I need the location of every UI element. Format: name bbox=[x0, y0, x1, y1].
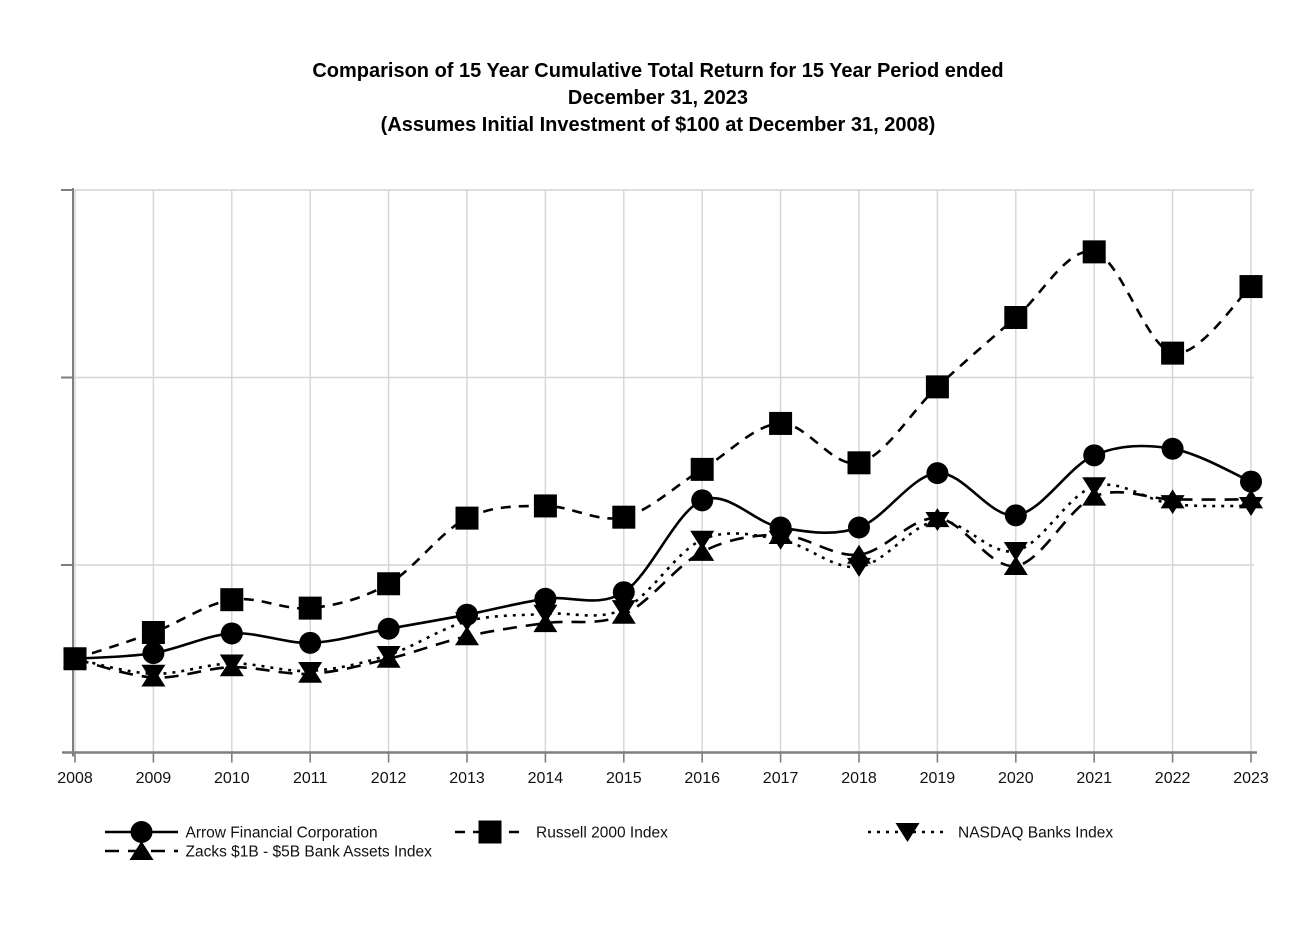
data-point-marker bbox=[1160, 489, 1185, 509]
legend-label: Zacks $1B - $5B Bank Assets Index bbox=[186, 844, 433, 861]
data-point-marker bbox=[130, 821, 153, 843]
x-axis-label: 2023 bbox=[1233, 770, 1269, 787]
x-axis-label: 2016 bbox=[684, 770, 720, 787]
data-point-marker bbox=[926, 462, 949, 485]
data-point-marker bbox=[64, 647, 86, 670]
x-axis-label: 2021 bbox=[1076, 770, 1112, 787]
data-point-marker bbox=[456, 603, 478, 626]
data-point-marker bbox=[478, 820, 502, 844]
data-point-marker bbox=[1003, 541, 1028, 561]
data-point-marker bbox=[1240, 470, 1262, 493]
series-markers-nasdaq-banks bbox=[63, 477, 1263, 684]
x-axis-label: 2013 bbox=[449, 770, 485, 787]
x-axis-label: 2011 bbox=[293, 770, 328, 787]
data-point-marker bbox=[691, 489, 714, 512]
data-point-marker bbox=[1083, 444, 1106, 467]
data-point-marker bbox=[1082, 486, 1107, 506]
x-axis-label: 2019 bbox=[920, 770, 956, 787]
x-axis-label: 2010 bbox=[214, 770, 250, 787]
data-point-marker bbox=[533, 613, 558, 633]
data-point-marker bbox=[141, 621, 165, 644]
data-point-marker bbox=[1004, 504, 1027, 527]
series-nasdaq-banks bbox=[63, 477, 1263, 684]
data-point-marker bbox=[377, 617, 400, 640]
data-point-marker bbox=[298, 596, 322, 620]
series-line-russell-2000 bbox=[74, 250, 1252, 660]
data-point-marker bbox=[219, 657, 244, 677]
data-point-marker bbox=[690, 457, 714, 481]
gridlines bbox=[73, 189, 1254, 753]
data-point-marker bbox=[220, 622, 243, 645]
data-point-marker bbox=[299, 631, 322, 654]
legend-item-arrow-financial: Arrow Financial Corporation bbox=[105, 821, 378, 843]
axes bbox=[61, 188, 1257, 763]
data-point-marker bbox=[1161, 437, 1184, 460]
data-point-marker bbox=[612, 581, 635, 604]
legend-item-russell-2000: Russell 2000 Index bbox=[455, 820, 668, 844]
x-axis-label: 2012 bbox=[371, 770, 407, 787]
x-axis-label: 2015 bbox=[606, 770, 642, 787]
data-point-marker bbox=[769, 516, 792, 539]
data-point-marker bbox=[1003, 555, 1028, 575]
data-point-marker bbox=[1004, 306, 1028, 329]
legend-label: NASDAQ Banks Index bbox=[958, 825, 1113, 842]
data-point-marker bbox=[848, 516, 870, 539]
legend: Arrow Financial Corporation Russell 2000 … bbox=[105, 820, 1113, 861]
data-point-marker bbox=[847, 451, 871, 475]
series-arrow-financial bbox=[64, 437, 1262, 670]
data-point-marker bbox=[769, 411, 793, 435]
data-point-marker bbox=[612, 505, 636, 529]
series-line-nasdaq-banks bbox=[74, 483, 1252, 676]
data-point-marker bbox=[690, 541, 715, 561]
data-point-marker bbox=[142, 642, 165, 665]
series-markers-russell-2000 bbox=[63, 240, 1263, 671]
data-point-marker bbox=[690, 530, 715, 550]
data-point-marker bbox=[1239, 489, 1263, 509]
data-point-marker bbox=[1239, 275, 1263, 299]
data-point-marker bbox=[298, 663, 323, 683]
series-markers-arrow-financial bbox=[64, 437, 1262, 670]
data-point-marker bbox=[376, 648, 401, 668]
data-point-marker bbox=[533, 494, 557, 518]
x-axis-labels: 2008 2009 2010 2011 2012 2013 2014 2015 2016 2017… bbox=[57, 770, 1269, 787]
x-axis-label: 2009 bbox=[136, 770, 172, 787]
data-point-marker bbox=[1082, 240, 1106, 264]
data-point-marker bbox=[220, 588, 244, 612]
data-point-marker bbox=[377, 572, 401, 596]
data-point-marker bbox=[847, 544, 871, 564]
x-axis-label: 2014 bbox=[528, 770, 564, 787]
series-russell-2000 bbox=[63, 240, 1263, 671]
chart-title-line1: Comparison of 15 Year Cumulative Total R… bbox=[312, 60, 1004, 82]
data-point-marker bbox=[925, 375, 949, 399]
data-point-marker bbox=[455, 626, 479, 646]
data-point-marker bbox=[455, 506, 479, 530]
data-point-marker bbox=[129, 841, 154, 860]
chart-title-line3: (Assumes Initial Investment of $100 at D… bbox=[380, 114, 936, 136]
chart-title: Comparison of 15 Year Cumulative Total R… bbox=[0, 58, 1316, 139]
chart-title-line2: December 31, 2023 bbox=[567, 87, 749, 109]
data-point-marker bbox=[895, 823, 920, 842]
x-axis-label: 2008 bbox=[57, 770, 93, 787]
x-axis-label: 2018 bbox=[841, 770, 877, 787]
x-axis-label: 2022 bbox=[1155, 770, 1191, 787]
data-point-marker bbox=[611, 604, 636, 624]
series-markers-zacks-banks bbox=[63, 486, 1263, 687]
legend-item-zacks-banks: Zacks $1B - $5B Bank Assets Index bbox=[105, 841, 432, 861]
data-point-marker bbox=[925, 508, 950, 528]
series-line-arrow-financial bbox=[74, 444, 1252, 661]
x-axis-label: 2020 bbox=[998, 770, 1034, 787]
data-point-marker bbox=[534, 587, 557, 610]
legend-label: Arrow Financial Corporation bbox=[186, 825, 378, 842]
series-zacks-banks bbox=[63, 486, 1263, 687]
x-axis-label: 2017 bbox=[763, 770, 799, 787]
legend-label: Russell 2000 Index bbox=[536, 825, 668, 842]
data-point-marker bbox=[1161, 341, 1185, 365]
data-point-marker bbox=[141, 667, 166, 687]
legend-item-nasdaq-banks: NASDAQ Banks Index bbox=[868, 823, 1113, 842]
series-line-zacks-banks bbox=[74, 490, 1252, 679]
